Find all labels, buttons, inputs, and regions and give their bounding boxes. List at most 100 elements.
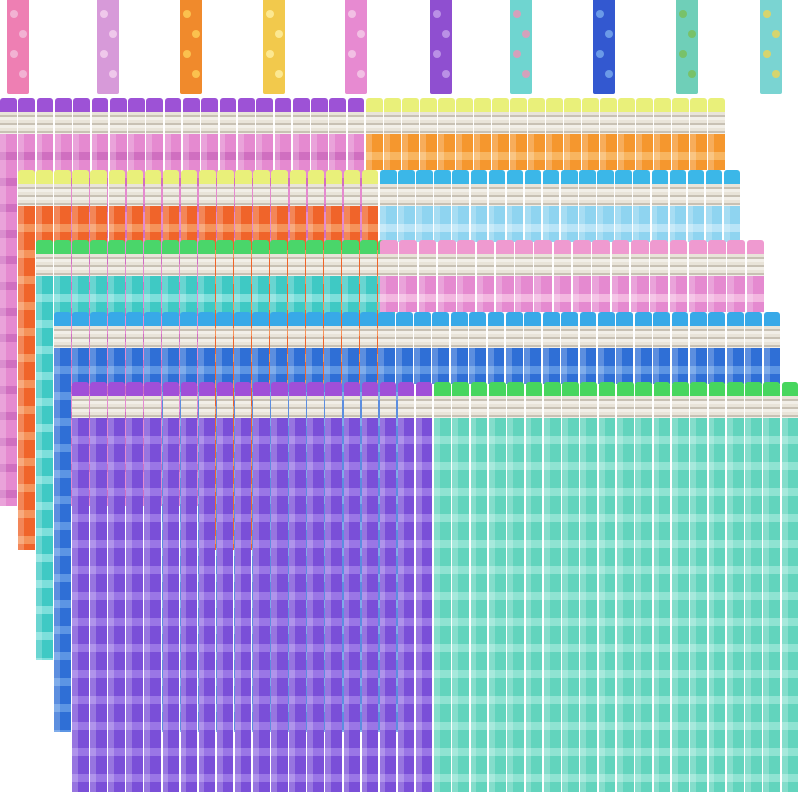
pencil (402, 98, 419, 170)
pencil-body (561, 348, 579, 384)
pencil-eraser (234, 312, 251, 326)
pencil (616, 312, 634, 384)
pencil (36, 240, 53, 660)
pencil-ferrule (288, 326, 305, 348)
pencil-ferrule (598, 326, 615, 348)
pencil-eraser (361, 382, 379, 396)
pencil-body (580, 418, 598, 792)
pencil-eraser (91, 98, 109, 112)
pattern-dot (19, 30, 27, 38)
pencil-body (397, 418, 415, 792)
pencil-body (618, 134, 635, 170)
pencil-eraser (470, 382, 488, 396)
pencil-eraser (366, 98, 383, 112)
pencil (579, 312, 597, 384)
pencil-body (763, 348, 781, 384)
pencil-body (325, 418, 342, 792)
pencil-ferrule (237, 112, 255, 134)
pencil-body (573, 276, 591, 312)
pencil-eraser (636, 98, 653, 112)
pattern-dot (605, 70, 613, 78)
pencil-eraser (763, 382, 781, 396)
purple-pencils-8 (72, 382, 434, 792)
pencil-body (616, 348, 634, 384)
pencil-body (438, 134, 455, 170)
pencil-ferrule (651, 184, 669, 206)
pencil-eraser (36, 240, 53, 254)
pencil-eraser (669, 240, 688, 254)
pencil-body (488, 418, 506, 792)
pattern-dot (522, 70, 530, 78)
pencil-ferrule (289, 396, 306, 418)
pencil-body (636, 134, 653, 170)
pencil-ferrule (452, 396, 470, 418)
pencil-ferrule (347, 112, 365, 134)
pencil-eraser (144, 170, 162, 184)
pencil (495, 240, 514, 312)
pencil-body (669, 206, 687, 242)
pencil-body (162, 418, 180, 792)
pencil-ferrule (180, 184, 198, 206)
pencil-body (271, 418, 288, 792)
pencil-eraser (72, 170, 89, 184)
pencil-eraser (0, 98, 17, 112)
pattern-dot (192, 70, 200, 78)
pencil-eraser (18, 98, 36, 112)
pencil-body (488, 206, 506, 242)
pencil-ferrule (615, 184, 632, 206)
pencil-body (705, 206, 723, 242)
pencil-ferrule (384, 112, 401, 134)
pencil-eraser (198, 382, 216, 396)
pencil-body (216, 418, 234, 792)
pencil-body (515, 276, 533, 312)
pencil-ferrule (495, 254, 514, 276)
pencil-ferrule (234, 326, 251, 348)
pencil-ferrule (487, 326, 505, 348)
pencil-eraser (470, 170, 488, 184)
pencil (379, 382, 397, 792)
pencil-ferrule (690, 396, 707, 418)
pencil-eraser (307, 170, 325, 184)
pencil-ferrule (669, 184, 687, 206)
pencil-ferrule (235, 184, 252, 206)
pencil (418, 240, 437, 312)
pencil-eraser (324, 240, 341, 254)
pencil-ferrule (198, 396, 216, 418)
pencil-ferrule (653, 326, 671, 348)
pencil-eraser (705, 170, 723, 184)
pencil-eraser (162, 240, 179, 254)
pencil-body (380, 276, 398, 312)
pencil-ferrule (0, 112, 17, 134)
pencil-ferrule (180, 326, 197, 348)
pencil-eraser (708, 98, 725, 112)
pencil-body (651, 206, 669, 242)
pencil-ferrule (434, 396, 451, 418)
pattern-dot (513, 10, 521, 18)
pencil (687, 170, 705, 242)
pencil-ferrule (162, 326, 179, 348)
pencil-body (634, 348, 652, 384)
pencil-ferrule (474, 112, 491, 134)
pencil-ferrule (274, 112, 292, 134)
pencil-ferrule (636, 112, 653, 134)
pencil-ferrule (561, 184, 578, 206)
pencil-ferrule (360, 254, 377, 276)
pencil (415, 382, 433, 792)
swatch-purple-grape (430, 0, 452, 94)
pencil (437, 240, 456, 312)
pencil-eraser (671, 382, 689, 396)
pencil (325, 382, 342, 792)
pencil-eraser (164, 98, 182, 112)
pencil-ferrule (252, 326, 269, 348)
pencil (690, 98, 707, 170)
pencil-body (671, 418, 689, 792)
pencil-ferrule (690, 112, 707, 134)
pencil-eraser (598, 382, 616, 396)
pencil-ferrule (90, 184, 107, 206)
swatch-watermelon (7, 0, 29, 94)
pattern-dot (763, 10, 771, 18)
pencil-ferrule (457, 254, 475, 276)
pencil-ferrule (329, 112, 347, 134)
pencil-eraser (198, 240, 215, 254)
pencil-eraser (690, 382, 707, 396)
